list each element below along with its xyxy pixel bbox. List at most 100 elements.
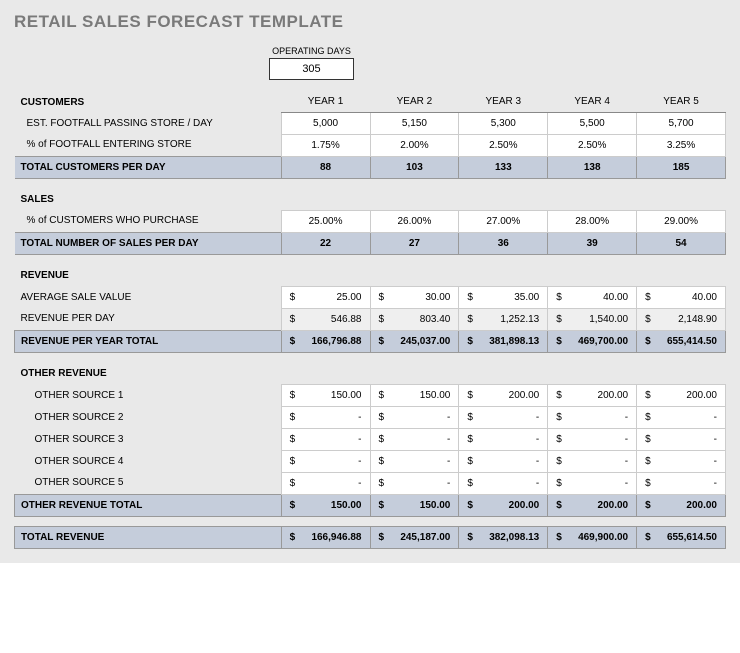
os1-y5[interactable]: $200.00 <box>637 384 726 406</box>
customers-total-row: TOTAL CUSTOMERS PER DAY 88 103 133 138 1… <box>15 156 726 178</box>
other-rev-total-row: OTHER REVENUE TOTAL $150.00 $150.00 $200… <box>15 494 726 516</box>
avg-sale-y5[interactable]: $40.00 <box>637 286 726 308</box>
sales-total-y1: 22 <box>281 232 370 254</box>
total-rev-y5: $655,614.50 <box>637 526 726 548</box>
other-rev-heading: OTHER REVENUE <box>15 362 282 384</box>
footfall-y3[interactable]: 5,300 <box>459 112 548 134</box>
total-revenue-row: TOTAL REVENUE $166,946.88 $245,187.00 $3… <box>15 526 726 548</box>
os1-y1[interactable]: $150.00 <box>281 384 370 406</box>
year-head-4: YEAR 4 <box>548 90 637 112</box>
revenue-heading-row: REVENUE <box>15 264 726 286</box>
customers-total-y3: 133 <box>459 156 548 178</box>
other-rev-total-y3: $200.00 <box>459 494 548 516</box>
rev-per-day-y4: $1,540.00 <box>548 308 637 330</box>
pct-enter-y3[interactable]: 2.50% <box>459 134 548 156</box>
os4-y1[interactable]: $- <box>281 450 370 472</box>
year-head-2: YEAR 2 <box>370 90 459 112</box>
os4-y2[interactable]: $- <box>370 450 459 472</box>
page-title: RETAIL SALES FORECAST TEMPLATE <box>14 10 726 46</box>
avg-sale-y3[interactable]: $35.00 <box>459 286 548 308</box>
customers-heading: CUSTOMERS <box>15 90 282 112</box>
footfall-y5[interactable]: 5,700 <box>637 112 726 134</box>
os2-y2[interactable]: $- <box>370 406 459 428</box>
os5-y2[interactable]: $- <box>370 472 459 494</box>
pct-enter-y4[interactable]: 2.50% <box>548 134 637 156</box>
year-header-row: CUSTOMERS YEAR 1 YEAR 2 YEAR 3 YEAR 4 YE… <box>15 90 726 112</box>
sales-heading-row: SALES <box>15 188 726 210</box>
os5-y3[interactable]: $- <box>459 472 548 494</box>
avg-sale-row: AVERAGE SALE VALUE $25.00 $30.00 $35.00 … <box>15 286 726 308</box>
rev-per-day-y5: $2,148.90 <box>637 308 726 330</box>
sales-total-y4: 39 <box>548 232 637 254</box>
operating-days-value[interactable]: 305 <box>269 58 354 80</box>
total-rev-y4: $469,900.00 <box>548 526 637 548</box>
avg-sale-label: AVERAGE SALE VALUE <box>15 286 282 308</box>
revenue-heading: REVENUE <box>15 264 282 286</box>
os1-y4[interactable]: $200.00 <box>548 384 637 406</box>
pct-purchase-y5[interactable]: 29.00% <box>637 210 726 232</box>
other-rev-total-label: OTHER REVENUE TOTAL <box>15 494 282 516</box>
other-rev-total-y1: $150.00 <box>281 494 370 516</box>
footfall-label: EST. FOOTFALL PASSING STORE / DAY <box>15 112 282 134</box>
other-source-3-row: OTHER SOURCE 3 $- $- $- $- $- <box>15 428 726 450</box>
other-source-3-label: OTHER SOURCE 3 <box>15 428 282 450</box>
year-head-5: YEAR 5 <box>637 90 726 112</box>
os4-y3[interactable]: $- <box>459 450 548 472</box>
pct-purchase-y3[interactable]: 27.00% <box>459 210 548 232</box>
os2-y4[interactable]: $- <box>548 406 637 428</box>
rev-per-year-y4: $469,700.00 <box>548 330 637 352</box>
sales-total-row: TOTAL NUMBER OF SALES PER DAY 22 27 36 3… <box>15 232 726 254</box>
os3-y2[interactable]: $- <box>370 428 459 450</box>
forecast-table: CUSTOMERS YEAR 1 YEAR 2 YEAR 3 YEAR 4 YE… <box>14 80 726 549</box>
pct-purchase-y4[interactable]: 28.00% <box>548 210 637 232</box>
avg-sale-y4[interactable]: $40.00 <box>548 286 637 308</box>
operating-days-label: OPERATING DAYS <box>269 46 354 58</box>
rev-per-year-row: REVENUE PER YEAR TOTAL $166,796.88 $245,… <box>15 330 726 352</box>
os5-y1[interactable]: $- <box>281 472 370 494</box>
sales-total-label: TOTAL NUMBER OF SALES PER DAY <box>15 232 282 254</box>
os3-y4[interactable]: $- <box>548 428 637 450</box>
os5-y5[interactable]: $- <box>637 472 726 494</box>
year-head-3: YEAR 3 <box>459 90 548 112</box>
os3-y3[interactable]: $- <box>459 428 548 450</box>
sales-heading: SALES <box>15 188 282 210</box>
os4-y4[interactable]: $- <box>548 450 637 472</box>
operating-days-block: OPERATING DAYS <box>14 46 726 58</box>
rev-per-day-row: REVENUE PER DAY $546.88 $803.40 $1,252.1… <box>15 308 726 330</box>
os1-y3[interactable]: $200.00 <box>459 384 548 406</box>
rev-per-year-y3: $381,898.13 <box>459 330 548 352</box>
os2-y3[interactable]: $- <box>459 406 548 428</box>
pct-purchase-label: % of CUSTOMERS WHO PURCHASE <box>15 210 282 232</box>
os3-y1[interactable]: $- <box>281 428 370 450</box>
os2-y5[interactable]: $- <box>637 406 726 428</box>
footfall-y4[interactable]: 5,500 <box>548 112 637 134</box>
total-rev-y1: $166,946.88 <box>281 526 370 548</box>
pct-purchase-y2[interactable]: 26.00% <box>370 210 459 232</box>
avg-sale-y1[interactable]: $25.00 <box>281 286 370 308</box>
customers-total-y1: 88 <box>281 156 370 178</box>
customers-total-y4: 138 <box>548 156 637 178</box>
other-source-4-label: OTHER SOURCE 4 <box>15 450 282 472</box>
os1-y2[interactable]: $150.00 <box>370 384 459 406</box>
pct-enter-row: % of FOOTFALL ENTERING STORE 1.75% 2.00%… <box>15 134 726 156</box>
footfall-row: EST. FOOTFALL PASSING STORE / DAY 5,000 … <box>15 112 726 134</box>
pct-enter-y5[interactable]: 3.25% <box>637 134 726 156</box>
other-source-1-row: OTHER SOURCE 1 $150.00 $150.00 $200.00 $… <box>15 384 726 406</box>
avg-sale-y2[interactable]: $30.00 <box>370 286 459 308</box>
pct-enter-y1[interactable]: 1.75% <box>281 134 370 156</box>
customers-total-y2: 103 <box>370 156 459 178</box>
os3-y5[interactable]: $- <box>637 428 726 450</box>
pct-enter-y2[interactable]: 2.00% <box>370 134 459 156</box>
other-rev-total-y5: $200.00 <box>637 494 726 516</box>
os5-y4[interactable]: $- <box>548 472 637 494</box>
other-source-4-row: OTHER SOURCE 4 $- $- $- $- $- <box>15 450 726 472</box>
pct-purchase-y1[interactable]: 25.00% <box>281 210 370 232</box>
os4-y5[interactable]: $- <box>637 450 726 472</box>
os2-y1[interactable]: $- <box>281 406 370 428</box>
other-rev-heading-row: OTHER REVENUE <box>15 362 726 384</box>
customers-total-y5: 185 <box>637 156 726 178</box>
footfall-y2[interactable]: 5,150 <box>370 112 459 134</box>
footfall-y1[interactable]: 5,000 <box>281 112 370 134</box>
rev-per-year-y5: $655,414.50 <box>637 330 726 352</box>
sales-total-y3: 36 <box>459 232 548 254</box>
